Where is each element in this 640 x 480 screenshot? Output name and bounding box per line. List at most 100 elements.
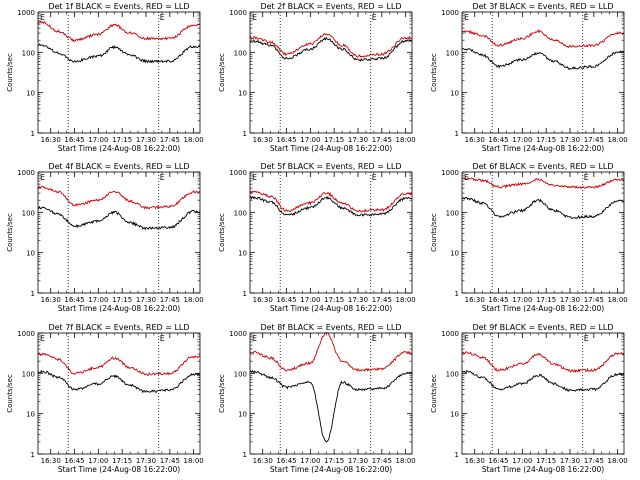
y-tick-label: 1 [31, 290, 35, 298]
x-tick-label: 16:30 [465, 296, 485, 304]
y-tick-label: 100 [446, 370, 459, 378]
y-axis-label: Counts/sec [6, 53, 14, 92]
x-axis-label: Start Time (24-Aug-08 16:22:00) [482, 304, 604, 313]
x-tick-label: 17:00 [512, 296, 532, 304]
y-tick-label: 100 [22, 370, 35, 378]
black-events-series [249, 369, 413, 443]
x-tick-label: 16:45 [64, 457, 84, 465]
x-tick-label: 17:15 [536, 457, 556, 465]
y-axis-label: Counts/sec [6, 213, 14, 252]
x-tick-label: 16:30 [465, 136, 485, 144]
panel-title: Det 3f BLACK = Events, RED = LLD [472, 2, 613, 11]
x-tick-label: 17:15 [324, 136, 344, 144]
y-tick-label: 1000 [17, 169, 35, 177]
y-tick-label: 10 [26, 411, 35, 419]
corner-marker-left: E [40, 173, 45, 182]
y-tick-label: 10 [26, 250, 35, 258]
plot-panel-6: Det 6f BLACK = Events, RED = LLD 1 10 100 10… [430, 162, 628, 313]
x-tick-label: 16:30 [253, 457, 273, 465]
x-tick-label: 17:45 [372, 457, 392, 465]
x-tick-label: 17:45 [160, 457, 180, 465]
panel-title: Det 5f BLACK = Events, RED = LLD [260, 162, 401, 171]
black-events-series [37, 205, 201, 231]
corner-marker-left: E [252, 173, 257, 182]
y-tick-label: 1000 [229, 9, 247, 17]
x-tick-label: 17:15 [112, 296, 132, 304]
panel-title: Det 4f BLACK = Events, RED = LLD [48, 162, 189, 171]
x-tick-label: 17:00 [512, 457, 532, 465]
plot-panel-7: Det 7f BLACK = Events, RED = LLD 1 10 100 10… [6, 323, 204, 474]
black-events-series [461, 196, 625, 220]
red-lld-series [461, 351, 625, 373]
y-axis-label: Counts/sec [430, 213, 438, 252]
x-tick-label: 16:30 [465, 457, 485, 465]
y-axis-label: Counts/sec [430, 374, 438, 413]
corner-marker-right: E [584, 334, 589, 343]
x-tick-label: 17:15 [536, 296, 556, 304]
x-axis-label: Start Time (24-Aug-08 16:22:00) [58, 465, 180, 474]
y-tick-label: 1 [455, 130, 459, 138]
corner-marker-right: E [584, 173, 589, 182]
x-tick-label: 17:00 [300, 296, 320, 304]
plot-frame [249, 171, 413, 294]
x-tick-label: 17:45 [160, 296, 180, 304]
black-events-series [249, 36, 413, 62]
corner-marker-left: E [464, 173, 469, 182]
x-tick-label: 16:45 [64, 136, 84, 144]
y-tick-label: 100 [446, 209, 459, 217]
y-tick-label: 100 [22, 49, 35, 57]
x-tick-label: 17:00 [512, 136, 532, 144]
y-tick-label: 1 [243, 451, 247, 459]
y-axis-label: Counts/sec [218, 374, 226, 413]
corner-marker-right: E [160, 334, 165, 343]
red-lld-series [249, 332, 413, 373]
x-axis-label: Start Time (24-Aug-08 16:22:00) [270, 144, 392, 153]
corner-marker-right: E [372, 173, 377, 182]
y-axis-label: Counts/sec [218, 213, 226, 252]
y-tick-label: 10 [238, 411, 247, 419]
x-tick-label: 16:30 [41, 136, 61, 144]
x-tick-label: 18:00 [396, 136, 416, 144]
y-tick-label: 1 [455, 290, 459, 298]
plot-frame [37, 171, 201, 294]
x-tick-label: 17:00 [88, 296, 108, 304]
corner-marker-left: E [252, 13, 257, 22]
x-axis-label: Start Time (24-Aug-08 16:22:00) [482, 144, 604, 153]
plot-frame [461, 11, 625, 134]
y-axis-label: Counts/sec [430, 53, 438, 92]
x-tick-label: 18:00 [396, 296, 416, 304]
x-tick-label: 17:00 [88, 457, 108, 465]
plot-frame [461, 332, 625, 455]
y-tick-label: 1 [31, 451, 35, 459]
x-tick-label: 17:30 [348, 296, 368, 304]
plot-frame [37, 11, 201, 134]
y-tick-label: 1 [243, 290, 247, 298]
x-tick-label: 16:45 [276, 136, 296, 144]
plot-frame [461, 171, 625, 294]
y-tick-label: 1000 [17, 9, 35, 17]
panel-title: Det 6f BLACK = Events, RED = LLD [472, 162, 613, 171]
y-tick-label: 100 [22, 209, 35, 217]
x-tick-label: 17:15 [112, 457, 132, 465]
red-lld-series [461, 29, 625, 49]
y-tick-label: 10 [450, 90, 459, 98]
x-tick-label: 17:00 [300, 457, 320, 465]
x-tick-label: 17:45 [584, 296, 604, 304]
y-tick-label: 100 [446, 49, 459, 57]
y-tick-label: 1 [455, 451, 459, 459]
x-tick-label: 17:30 [136, 457, 156, 465]
y-tick-label: 1 [243, 130, 247, 138]
corner-marker-right: E [372, 334, 377, 343]
x-tick-label: 17:45 [372, 296, 392, 304]
plot-panel-5: Det 5f BLACK = Events, RED = LLD 1 10 100 10… [218, 162, 416, 313]
x-axis-label: Start Time (24-Aug-08 16:22:00) [58, 304, 180, 313]
red-lld-series [249, 190, 413, 213]
x-tick-label: 16:45 [488, 296, 508, 304]
x-tick-label: 17:00 [88, 136, 108, 144]
x-tick-label: 17:30 [348, 457, 368, 465]
black-events-series [37, 43, 201, 64]
x-tick-label: 17:15 [536, 136, 556, 144]
y-tick-label: 10 [238, 90, 247, 98]
red-lld-series [37, 20, 201, 43]
